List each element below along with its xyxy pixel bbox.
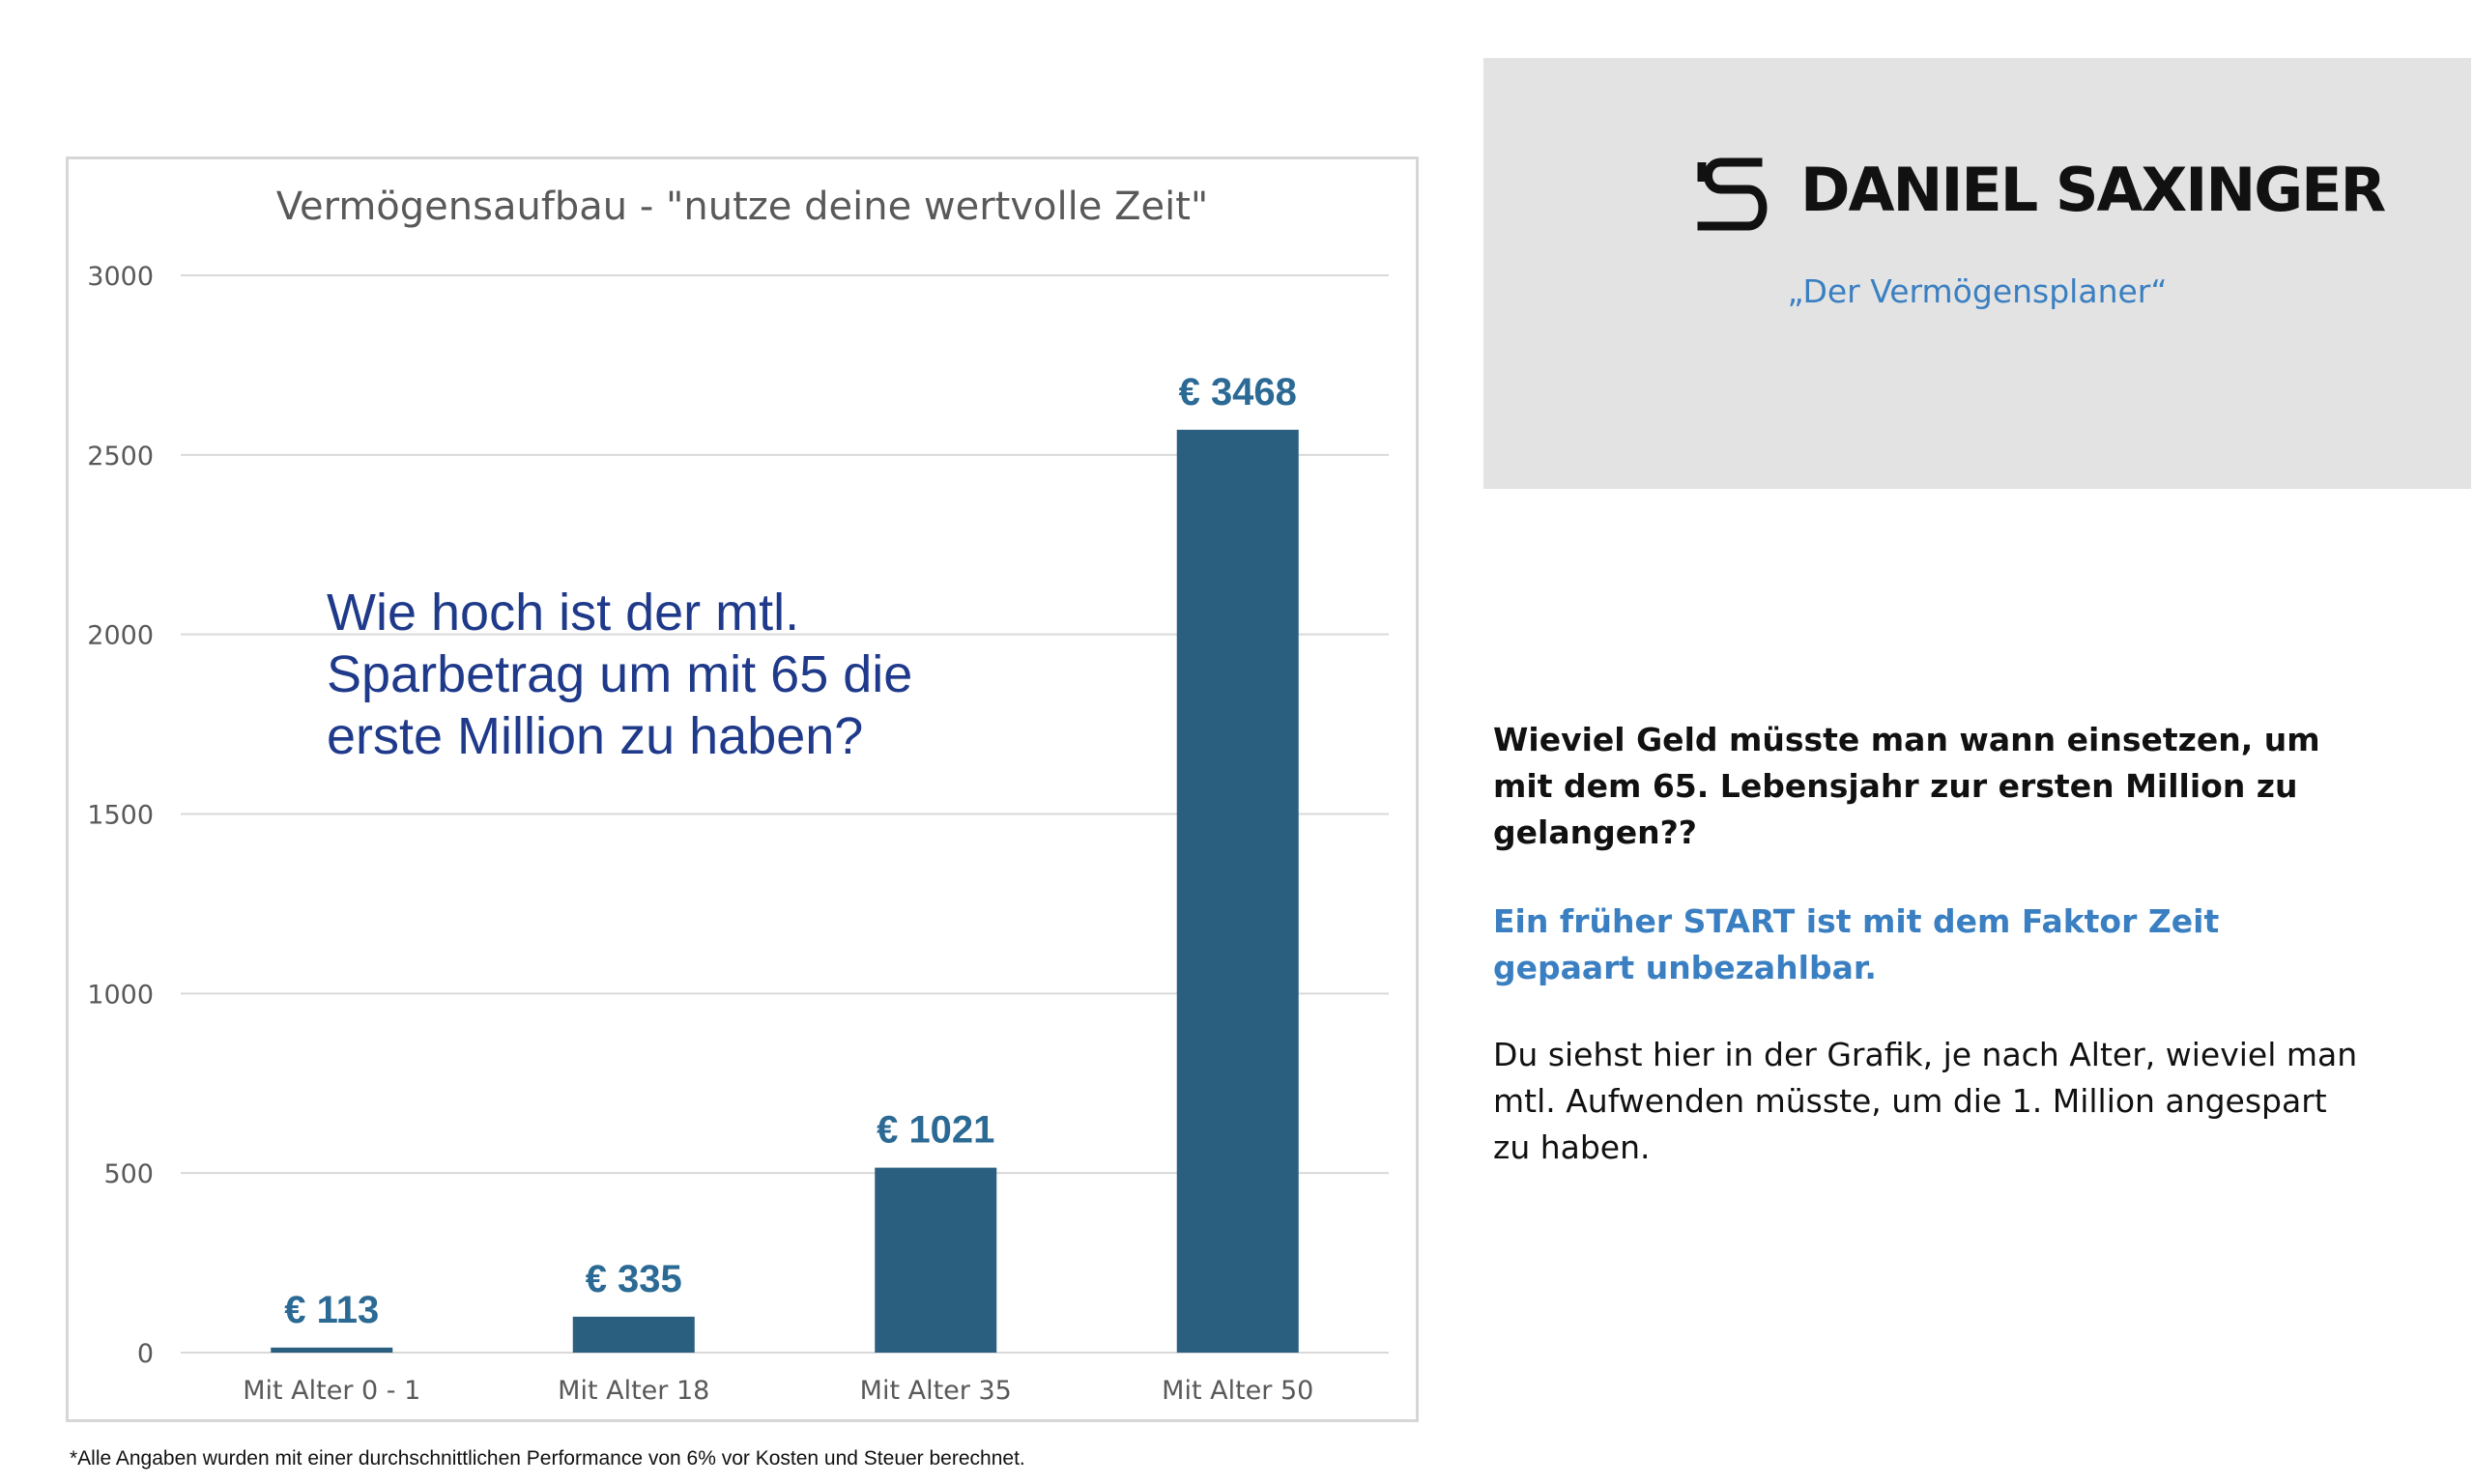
side-question: Wieviel Geld müsste man wann einsetzen, … — [1493, 721, 2320, 851]
brand-tagline: „Der Vermögensplaner“ — [1787, 272, 2168, 310]
footnote: *Alle Angaben wurden mit einer durchschn… — [70, 1447, 1025, 1470]
x-tick-label: Mit Alter 18 — [558, 1376, 709, 1406]
y-tick-label: 2000 — [87, 621, 154, 651]
data-label: € 3468 — [1179, 371, 1297, 414]
chart-overlay-question: Wie hoch ist der mtl. Sparbetrag um mit … — [327, 584, 913, 765]
data-label: € 113 — [284, 1289, 379, 1331]
side-highlight: Ein früher START ist mit dem Faktor Zeit… — [1493, 902, 2220, 986]
y-tick-label: 500 — [103, 1159, 154, 1189]
y-tick-label: 3000 — [87, 262, 154, 292]
chart-panel: 0 500 1000 1500 2000 2500 3000 € 113 Mit Alter 0… — [66, 157, 1419, 1422]
bar — [271, 1347, 393, 1353]
bar — [875, 1167, 997, 1353]
bar — [1176, 429, 1299, 1354]
x-tick-label: Mit Alter 50 — [1162, 1376, 1313, 1406]
x-tick-label: Mit Alter 35 — [860, 1376, 1012, 1406]
bar — [572, 1316, 695, 1353]
side-body: Du siehst hier in der Grafik, je nach Al… — [1493, 1036, 2358, 1166]
side-text: Wieviel Geld müsste man wann einsetzen, … — [1493, 717, 2363, 1171]
x-tick-label: Mit Alter 0 - 1 — [243, 1376, 420, 1406]
chart-title: Vermögensaufbau - "nutze deine wertvolle… — [275, 185, 1209, 229]
y-tick-label: 0 — [137, 1339, 154, 1369]
y-tick-label: 2500 — [87, 442, 154, 471]
y-tick-label: 1000 — [87, 980, 154, 1010]
brand-name: DANIEL SAXINGER — [1800, 155, 2386, 225]
ds-monogram-icon — [1694, 153, 1775, 240]
brand-box: DANIEL SAXINGER „Der Vermögensplaner“ — [1483, 58, 2471, 489]
data-label: € 1021 — [877, 1109, 994, 1152]
y-tick-label: 1500 — [87, 801, 154, 831]
bar-chart: 0 500 1000 1500 2000 2500 3000 € 113 Mit Alter 0… — [87, 262, 1389, 1406]
data-label: € 335 — [586, 1258, 682, 1300]
